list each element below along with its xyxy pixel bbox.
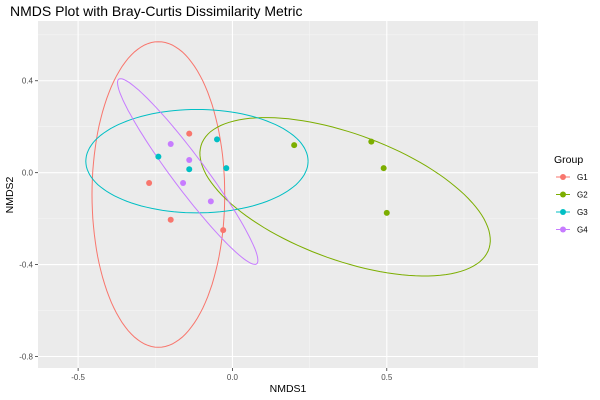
legend-title: Group: [554, 154, 583, 166]
ellipse-g3: [85, 109, 309, 214]
point-g3: [214, 136, 221, 143]
x-tick-label: 0.5: [381, 373, 393, 382]
point-g3: [155, 153, 162, 160]
point-g4: [167, 140, 174, 147]
point-g2: [380, 165, 387, 172]
legend-key-point: [560, 174, 566, 180]
point-g1: [186, 130, 193, 137]
legend-label-g3: G3: [577, 208, 588, 217]
ellipse-g1: [91, 41, 226, 348]
y-tick-label: 0.0: [22, 169, 34, 178]
legend-key-point: [560, 191, 566, 198]
point-g1: [220, 227, 227, 234]
legend-key-point: [560, 209, 566, 215]
point-g3: [223, 165, 230, 172]
legend-label-g2: G2: [577, 191, 588, 200]
y-tick-label: 0.4: [22, 77, 34, 86]
point-g3: [186, 166, 193, 173]
x-tick-label: -0.5: [71, 373, 85, 382]
legend-label-g4: G4: [577, 226, 588, 235]
x-tick-label: 0.0: [227, 373, 239, 382]
y-tick-label: -0.8: [19, 353, 33, 362]
legend-label-g1: G1: [577, 173, 588, 182]
ellipse-g4: [116, 78, 259, 265]
x-axis-title: NMDS1: [270, 383, 307, 395]
point-g1: [146, 180, 153, 187]
point-g4: [180, 180, 187, 187]
legend-key-point: [560, 226, 566, 233]
point-g2: [383, 209, 390, 216]
y-axis-title: NMDS2: [4, 176, 16, 213]
point-g4: [207, 198, 214, 205]
point-g1: [167, 216, 174, 223]
point-g2: [368, 138, 375, 145]
y-tick-label: -0.4: [19, 261, 33, 270]
chart-title: NMDS Plot with Bray-Curtis Dissimilarity…: [10, 3, 303, 19]
ellipse-g2: [199, 117, 491, 277]
point-g2: [291, 142, 298, 149]
point-g4: [186, 157, 193, 164]
